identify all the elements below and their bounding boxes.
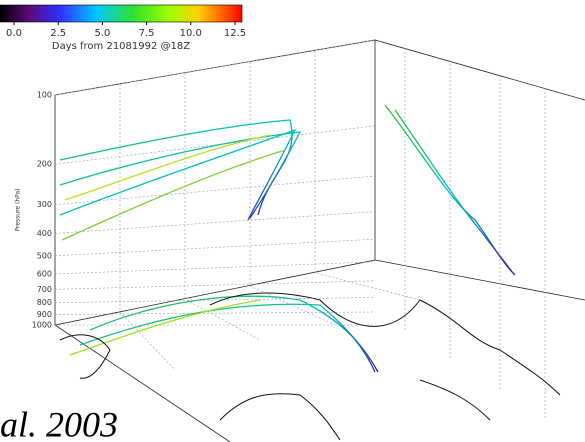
caption: al. 2003 — [0, 404, 118, 442]
grid-line — [54, 297, 376, 304]
grid-line — [54, 311, 376, 315]
colorbar-tick-label: 10.0 — [180, 28, 202, 39]
colorbar-tick-label: 5.0 — [94, 28, 110, 39]
colorbar-scale — [0, 4, 243, 23]
colorbar-tick-label: 2.5 — [50, 28, 66, 39]
colorbar: Days from 21081992 @18Z 0.0 2.5 5.0 7.5 10.0… — [0, 4, 246, 52]
y-tick-label: 700 — [37, 285, 52, 294]
y-tick-label: 800 — [37, 298, 52, 307]
map — [59, 292, 561, 441]
y-tick-label: 600 — [37, 269, 52, 278]
grid-line — [54, 211, 376, 234]
grid-line — [54, 125, 376, 165]
grid-line — [54, 238, 376, 257]
grid-line — [54, 175, 376, 206]
y-axis-label: Pressure (hPa) — [15, 188, 22, 231]
grid-line — [54, 261, 376, 275]
colorbar-tick-label: 7.5 — [139, 28, 155, 39]
y-tick-label: 200 — [37, 160, 52, 169]
colorbar-label: Days from 21081992 @18Z — [52, 41, 190, 52]
grid-line — [54, 280, 376, 290]
y-tick-label: 500 — [37, 251, 52, 260]
colorbar-tick-label: 0.0 — [6, 28, 22, 39]
y-tick-label: 300 — [37, 200, 52, 209]
colorbar-tick-label: 12.5 — [224, 28, 246, 39]
axes-box — [54, 39, 585, 442]
trajectories — [59, 104, 516, 373]
y-tick-label: 400 — [37, 229, 52, 238]
y-tick-label: 900 — [37, 310, 52, 319]
y-tick-label: 1000 — [32, 321, 52, 330]
y-tick-label: 100 — [37, 91, 52, 100]
